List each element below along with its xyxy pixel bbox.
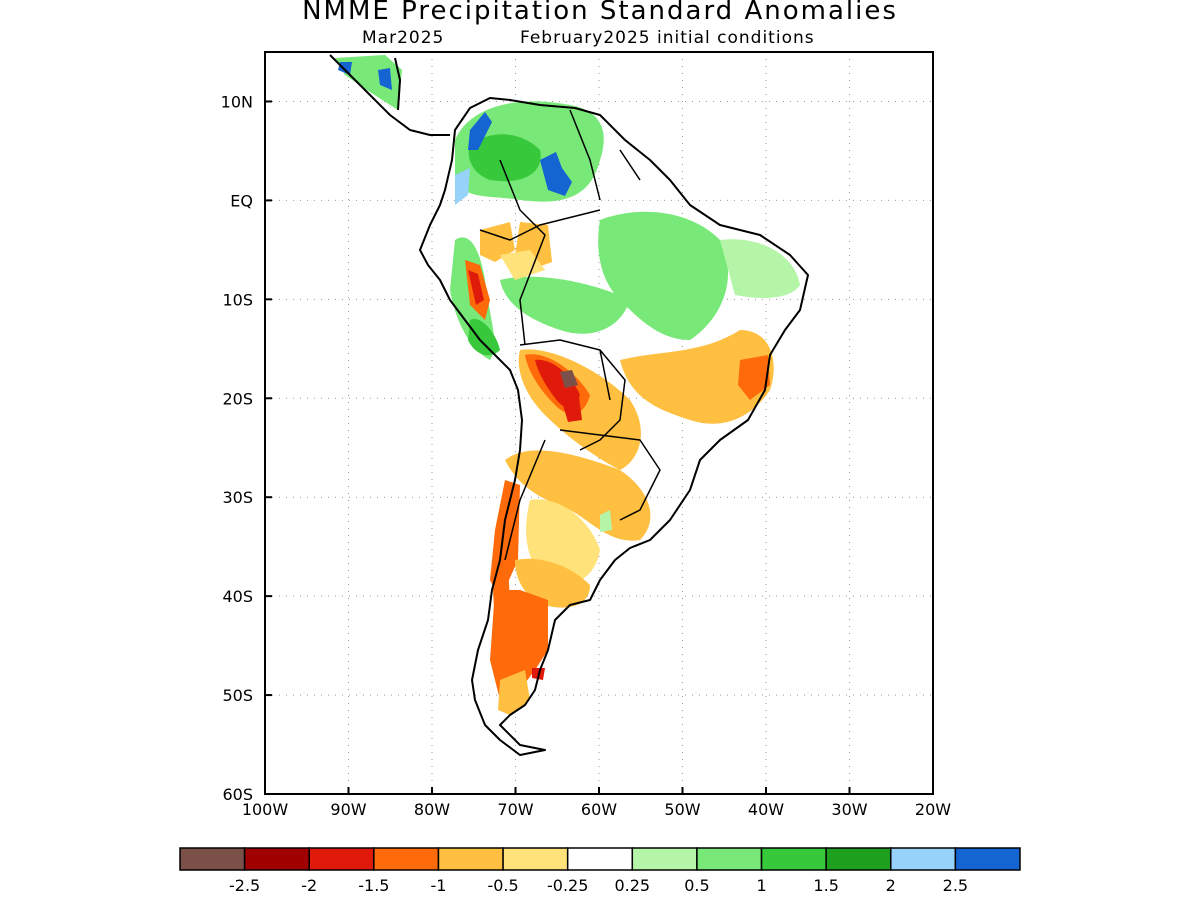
colorbar-label: 2 xyxy=(886,876,896,895)
lat-tick-label: 40S xyxy=(222,587,253,606)
colorbar-swatch xyxy=(696,847,763,871)
anomaly-region xyxy=(720,239,800,298)
anomaly-region xyxy=(560,370,578,388)
colorbar-swatch xyxy=(631,847,698,871)
anomaly-region xyxy=(480,222,515,262)
lon-tick-label: 70W xyxy=(497,800,533,819)
colorbar-label: 0.5 xyxy=(684,876,709,895)
latitude-axis: 10N EQ 10S 20S 30S 40S 50S 60S xyxy=(221,92,272,804)
anomaly-region xyxy=(468,319,500,356)
anomaly-region xyxy=(468,270,484,305)
colorbar-swatch xyxy=(243,847,310,871)
anomaly-region xyxy=(335,55,402,110)
colorbar-swatch xyxy=(502,847,569,871)
colorbar-swatch xyxy=(308,847,375,871)
anomaly-region xyxy=(455,168,470,205)
south-america-coastline xyxy=(419,97,809,756)
colorbar-label: -1.5 xyxy=(358,876,389,895)
forecast-month: Mar2025 xyxy=(362,28,445,48)
anomaly-region xyxy=(490,590,548,700)
anomaly-region xyxy=(498,670,530,715)
lat-tick-label: 20S xyxy=(222,389,253,408)
anomaly-region xyxy=(468,134,541,182)
lat-tick-label: 10S xyxy=(222,290,253,309)
anomaly-region xyxy=(738,355,770,400)
central-america-coastline xyxy=(329,54,450,136)
longitude-axis: 100W 90W 80W 70W 60W 50W 40W 30W 20W xyxy=(242,787,951,819)
anomaly-region xyxy=(500,250,545,280)
lon-tick-label: 30W xyxy=(831,800,867,819)
lat-tick-label: 10N xyxy=(221,92,253,111)
colorbar-swatch xyxy=(890,847,957,871)
anomaly-region xyxy=(620,330,774,424)
country-borders xyxy=(479,109,661,561)
colorbar-label: -1 xyxy=(430,876,446,895)
anomaly-field xyxy=(335,55,800,715)
initial-conditions: February2025 initial conditions xyxy=(520,28,815,48)
lat-tick-label: EQ xyxy=(230,191,253,210)
colorbar-label: 0.25 xyxy=(614,876,650,895)
colorbar-swatch xyxy=(760,847,827,871)
lon-tick-label: 80W xyxy=(414,800,450,819)
colorbar: -2.5 -2 -1.5 -1 -0.5 -0.25 0.25 0.5 1 1.5 2 2.5 xyxy=(179,847,1021,895)
anomaly-region xyxy=(500,276,630,334)
anomaly-region xyxy=(598,211,729,340)
colorbar-label: -0.25 xyxy=(547,876,588,895)
anomaly-region xyxy=(378,68,392,90)
colorbar-label: 1.5 xyxy=(813,876,838,895)
colorbar-swatch xyxy=(373,847,440,871)
colorbar-label: 2.5 xyxy=(943,876,968,895)
colorbar-swatch xyxy=(825,847,892,871)
lon-tick-label: 60W xyxy=(581,800,617,819)
anomaly-region xyxy=(560,390,582,422)
lat-tick-label: 30S xyxy=(222,488,253,507)
colorbar-label: -2 xyxy=(301,876,317,895)
lon-tick-label: 40W xyxy=(748,800,784,819)
lon-tick-label: 90W xyxy=(330,800,366,819)
anomaly-region xyxy=(468,112,492,150)
colorbar-label: 1 xyxy=(756,876,766,895)
lon-tick-label: 100W xyxy=(242,800,289,819)
coastline xyxy=(329,54,809,756)
lat-tick-label: 60S xyxy=(222,785,253,804)
colorbar-label: -0.5 xyxy=(487,876,518,895)
colorbar-swatch xyxy=(954,847,1021,871)
colorbar-swatch xyxy=(437,847,504,871)
lat-tick-label: 50S xyxy=(222,686,253,705)
colorbar-swatch xyxy=(566,847,634,871)
lon-tick-label: 50W xyxy=(664,800,700,819)
map-title: NMME Precipitation Standard Anomalies xyxy=(302,0,898,26)
colorbar-label: -2.5 xyxy=(229,876,260,895)
colorbar-swatch xyxy=(179,847,246,871)
anomaly-region xyxy=(540,152,572,196)
anomaly-region xyxy=(492,568,510,608)
anomaly-region xyxy=(505,450,651,541)
lon-tick-label: 20W xyxy=(915,800,951,819)
anomaly-region xyxy=(600,510,612,532)
